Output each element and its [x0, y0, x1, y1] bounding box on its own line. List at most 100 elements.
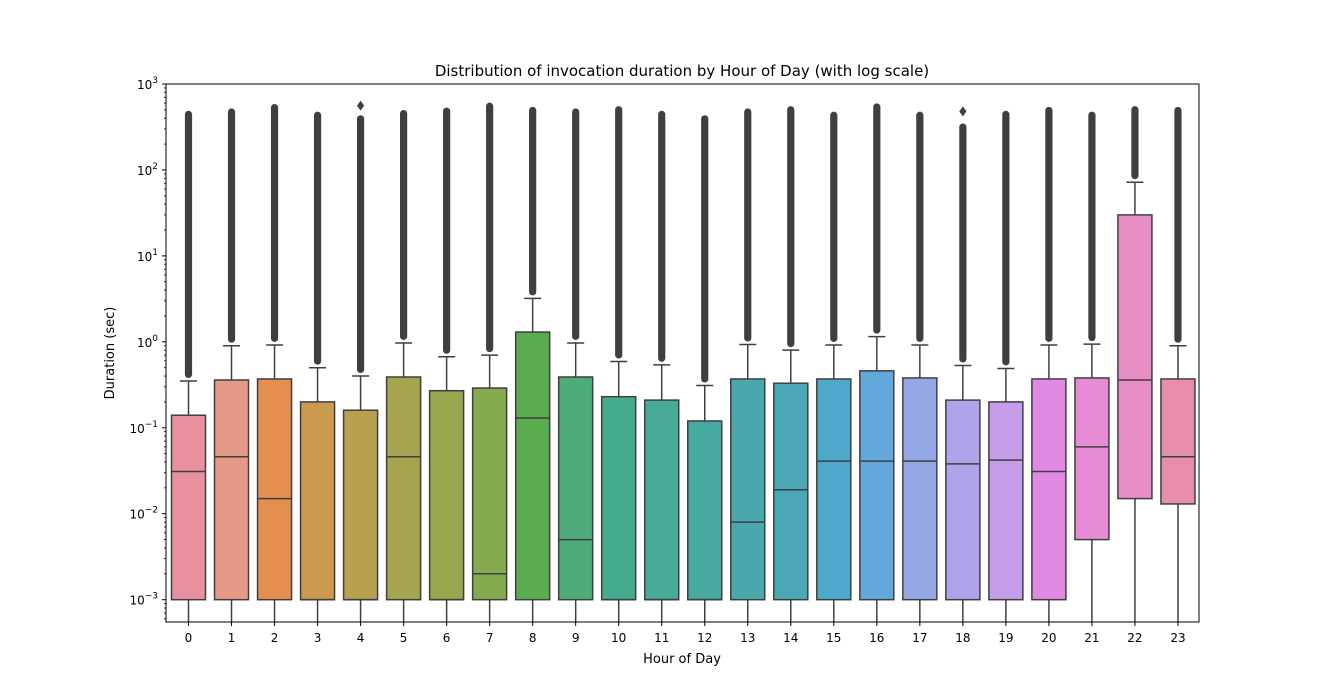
plot-frame [165, 83, 1200, 623]
box-hour-2 [256, 104, 293, 622]
x-tick-label: 7 [486, 631, 494, 645]
box-hour-20 [1031, 106, 1067, 622]
iqr-box [428, 389, 465, 601]
x-tick-label: 2 [271, 631, 279, 645]
outlier-band [529, 106, 537, 296]
outlier-band [443, 107, 451, 354]
box-hour-7 [471, 102, 508, 622]
x-tick-label: 3 [314, 631, 322, 645]
x-tick-label: 14 [783, 631, 798, 645]
outlier-band [830, 111, 838, 342]
plot-area [170, 100, 1196, 622]
x-tick-label: 10 [611, 631, 626, 645]
box-hour-11 [643, 110, 680, 622]
x-axis: 0 1 2 3 4 5 6 7 8 9 10 11 12 13 14 15 16 17 18 19 20 21 22 23 [185, 622, 1186, 645]
iqr-box [385, 376, 422, 601]
x-axis-label: Hour of Day [643, 652, 721, 667]
outlier-band [184, 110, 193, 379]
box-hour-14 [773, 106, 809, 622]
x-tick-label: 9 [572, 631, 580, 645]
outlier-point [356, 100, 365, 111]
outlier-band [270, 104, 279, 342]
iqr-box [1160, 378, 1196, 505]
outlier-band [787, 106, 795, 348]
outlier-band [1088, 111, 1096, 342]
x-tick-label: 11 [654, 631, 669, 645]
box-hour-16 [859, 103, 895, 622]
iqr-box [816, 378, 852, 601]
box-hour-22 [1117, 106, 1153, 622]
box-hour-6 [428, 107, 465, 622]
box-hour-21 [1074, 111, 1110, 622]
x-tick-label: 4 [357, 631, 365, 645]
x-tick-label: 5 [400, 631, 408, 645]
box-hour-12 [686, 115, 723, 622]
iqr-box [773, 382, 809, 601]
outlier-band [744, 108, 752, 342]
outlier-band [227, 108, 236, 343]
iqr-box [557, 376, 594, 601]
x-tick-label: 15 [826, 631, 841, 645]
outlier-band [1174, 106, 1182, 343]
x-tick-label: 6 [443, 631, 451, 645]
outlier-band [658, 110, 666, 362]
x-tick-label: 8 [529, 631, 537, 645]
outlier-band [486, 102, 494, 353]
box-hour-8 [514, 106, 551, 622]
iqr-box [299, 401, 336, 601]
outlier-band [572, 108, 580, 340]
box-hour-9 [557, 108, 594, 622]
x-tick-label: 17 [912, 631, 927, 645]
outlier-point [959, 106, 967, 117]
y-tick-label: 103 [137, 76, 158, 92]
x-tick-label: 1 [228, 631, 236, 645]
outlier-band [1002, 110, 1010, 366]
outlier-band [356, 115, 365, 374]
outlier-band [916, 111, 924, 342]
iqr-box [170, 414, 207, 601]
y-axis: 10−3 10−2 10−1 100 101 102 103 [129, 76, 166, 620]
iqr-box [1031, 378, 1067, 601]
box-hour-13 [730, 108, 766, 622]
y-tick-label: 100 [137, 334, 158, 350]
x-tick-label: 19 [998, 631, 1013, 645]
y-tick-label: 10−2 [129, 506, 158, 522]
chart-title: Distribution of invocation duration by H… [435, 62, 929, 80]
outlier-band [959, 123, 967, 363]
iqr-box [342, 409, 379, 601]
x-tick-label: 13 [740, 631, 755, 645]
y-tick-label: 10−1 [129, 420, 158, 436]
box-hour-3 [299, 111, 336, 622]
y-tick-label: 101 [137, 248, 158, 264]
box-hour-5 [385, 109, 422, 622]
outlier-band [1131, 106, 1139, 180]
y-axis-label: Duration (sec) [103, 307, 118, 400]
x-tick-label: 18 [955, 631, 970, 645]
iqr-box [643, 399, 680, 601]
iqr-box [256, 378, 293, 601]
x-tick-label: 20 [1041, 631, 1056, 645]
box-hour-15 [816, 111, 852, 622]
outlier-band [1045, 106, 1053, 342]
x-tick-label: 23 [1170, 631, 1185, 645]
iqr-box [730, 378, 766, 601]
iqr-box [945, 399, 981, 601]
outlier-band [313, 111, 322, 365]
outlier-band [615, 106, 623, 359]
box-hour-18 [945, 106, 981, 622]
iqr-box [902, 377, 938, 601]
x-tick-label: 16 [869, 631, 884, 645]
box-hour-23 [1160, 106, 1196, 622]
outlier-band [873, 103, 881, 334]
box-hour-17 [902, 111, 938, 622]
iqr-box [213, 379, 250, 601]
y-tick-label: 102 [137, 162, 158, 178]
y-tick-label: 10−3 [129, 592, 158, 608]
x-tick-label: 0 [185, 631, 193, 645]
x-tick-label: 21 [1084, 631, 1099, 645]
box-hour-10 [600, 106, 637, 622]
x-tick-label: 12 [697, 631, 712, 645]
box-hour-4 [342, 100, 379, 622]
x-tick-label: 22 [1127, 631, 1142, 645]
